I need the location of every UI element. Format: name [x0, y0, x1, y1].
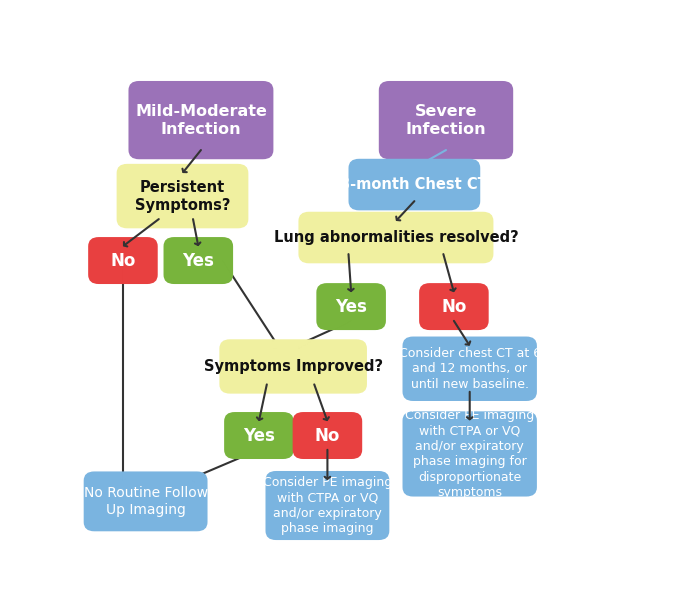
FancyBboxPatch shape [403, 337, 537, 401]
Text: No: No [315, 426, 340, 444]
FancyBboxPatch shape [419, 283, 489, 330]
Text: Mild-Moderate
Infection: Mild-Moderate Infection [135, 103, 267, 136]
FancyBboxPatch shape [224, 412, 294, 459]
Text: Consider chest CT at 6
and 12 months, or
until new baseline.: Consider chest CT at 6 and 12 months, or… [398, 347, 541, 390]
Text: Persistent
Symptoms?: Persistent Symptoms? [135, 179, 231, 212]
Text: Lung abnormalities resolved?: Lung abnormalities resolved? [273, 230, 518, 245]
Text: Consider PE imaging
with CTPA or VQ
and/or expiratory
phase imaging: Consider PE imaging with CTPA or VQ and/… [262, 476, 392, 535]
FancyBboxPatch shape [316, 283, 386, 330]
Text: 3-month Chest CT: 3-month Chest CT [341, 177, 488, 192]
FancyBboxPatch shape [129, 81, 273, 159]
FancyBboxPatch shape [403, 411, 537, 496]
Text: Symptoms Improved?: Symptoms Improved? [203, 359, 383, 374]
Text: No Routine Follow
Up Imaging: No Routine Follow Up Imaging [84, 486, 207, 517]
FancyBboxPatch shape [84, 471, 207, 531]
Text: No: No [110, 252, 135, 270]
Text: Severe
Infection: Severe Infection [406, 103, 486, 136]
FancyBboxPatch shape [299, 212, 494, 263]
FancyBboxPatch shape [220, 339, 367, 393]
Text: Yes: Yes [243, 426, 275, 444]
FancyBboxPatch shape [292, 412, 362, 459]
FancyBboxPatch shape [88, 237, 158, 284]
FancyBboxPatch shape [163, 237, 233, 284]
Text: Yes: Yes [335, 298, 367, 316]
Text: Yes: Yes [182, 252, 214, 270]
FancyBboxPatch shape [117, 164, 248, 228]
FancyBboxPatch shape [348, 159, 480, 210]
FancyBboxPatch shape [265, 471, 390, 540]
Text: No: No [441, 298, 466, 316]
FancyBboxPatch shape [379, 81, 513, 159]
Text: Consider PE imaging
with CTPA or VQ
and/or expiratory
phase imaging for
dispropo: Consider PE imaging with CTPA or VQ and/… [405, 408, 534, 499]
